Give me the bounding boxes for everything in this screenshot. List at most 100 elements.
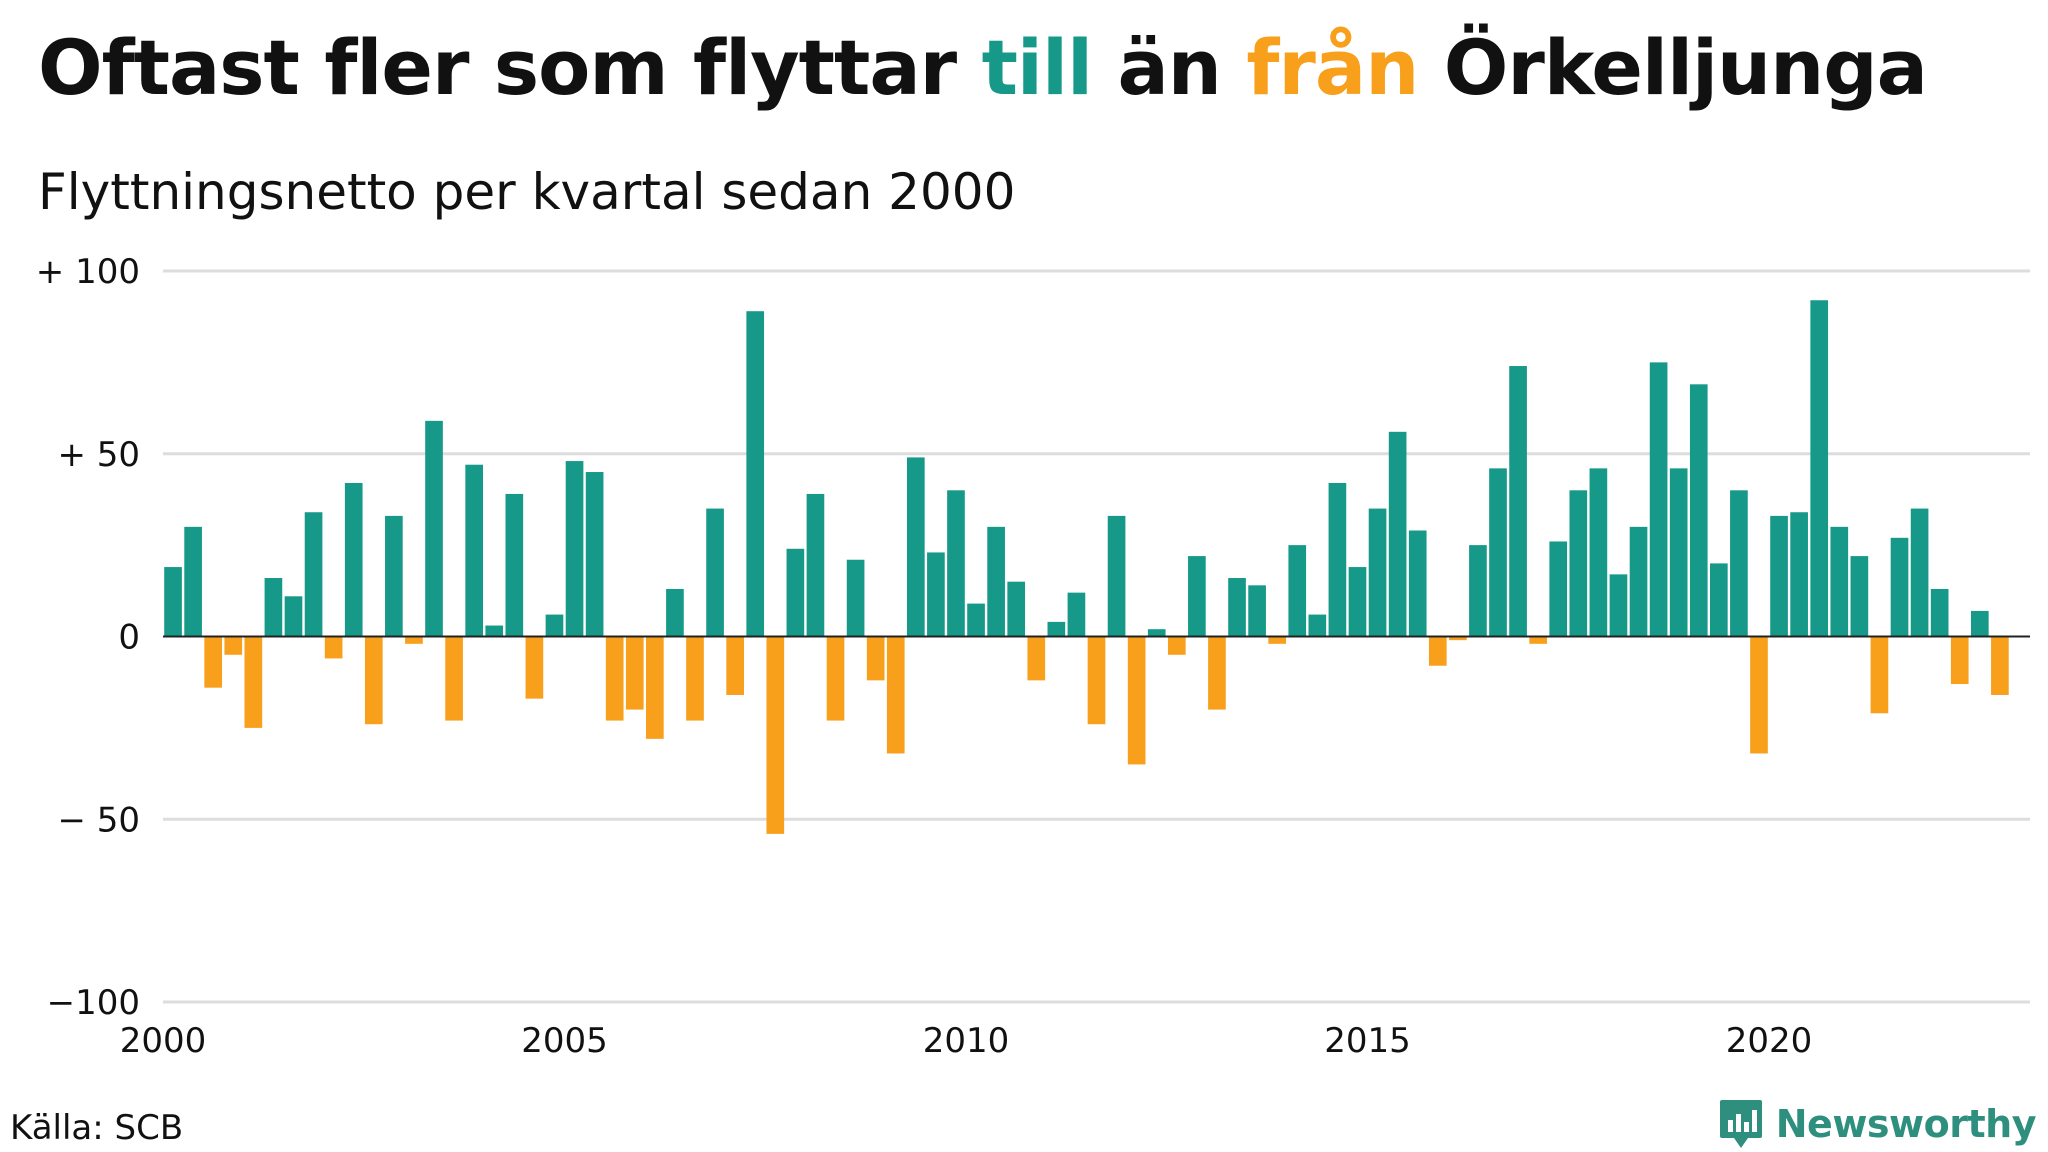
bar — [1087, 636, 1106, 725]
bar — [1288, 545, 1307, 637]
bar — [344, 482, 363, 637]
bar — [666, 588, 684, 637]
bar — [1348, 567, 1367, 637]
bar — [1509, 366, 1527, 637]
bar — [1850, 556, 1869, 637]
bar — [445, 636, 463, 721]
bar — [1449, 636, 1467, 641]
bar — [1167, 636, 1186, 655]
bar — [1629, 526, 1648, 637]
bar — [786, 548, 805, 637]
bar — [846, 559, 865, 637]
bar — [866, 636, 885, 681]
bar — [1489, 468, 1507, 637]
title-part2: än — [1092, 23, 1247, 112]
source-note: Källa: SCB — [10, 1108, 184, 1148]
bar — [1910, 508, 1929, 637]
bar — [184, 526, 202, 637]
bar — [1790, 512, 1808, 637]
bar — [1067, 592, 1086, 637]
bar — [465, 464, 483, 637]
bar — [1408, 530, 1427, 637]
bar — [927, 552, 945, 637]
bar — [1770, 515, 1788, 637]
bar — [826, 636, 845, 721]
x-tick-label: 2005 — [521, 1021, 608, 1061]
bar — [1730, 490, 1748, 637]
title-part1: Oftast fler som flyttar — [38, 23, 982, 112]
bar — [1188, 556, 1206, 637]
bar — [1549, 541, 1568, 637]
chart-subtitle: Flyttningsnetto per kvartal sedan 2000 — [38, 163, 1016, 221]
x-tick-label: 2020 — [1726, 1021, 1813, 1061]
bar — [1368, 508, 1387, 637]
brand-name: Newsworthy — [1775, 1102, 2037, 1146]
title-part3: Örkelljunga — [1418, 23, 1928, 112]
bar — [987, 526, 1005, 637]
y-tick-label: −100 — [47, 983, 140, 1023]
bar — [806, 493, 825, 637]
bar — [947, 490, 965, 637]
bar — [485, 625, 504, 637]
bar — [605, 636, 624, 721]
bar — [706, 508, 724, 637]
bar — [244, 636, 263, 728]
bar — [385, 515, 403, 637]
bar — [886, 636, 905, 754]
newsworthy-logo-icon — [1719, 1100, 1762, 1148]
y-tick-label: + 100 — [36, 252, 140, 292]
x-tick-label: 2015 — [1324, 1021, 1411, 1061]
title-highlight-fran: från — [1246, 23, 1419, 112]
bar — [1107, 515, 1126, 637]
bar — [1970, 610, 1989, 637]
bar — [565, 461, 584, 637]
bar — [1248, 585, 1266, 637]
bar — [1930, 588, 1949, 637]
bar — [1710, 563, 1728, 637]
bar — [324, 636, 343, 659]
bar — [1609, 574, 1628, 637]
bar — [1147, 629, 1166, 637]
bar — [1268, 636, 1287, 644]
bars — [164, 300, 2009, 834]
bar — [585, 472, 604, 637]
bar — [1308, 614, 1327, 637]
bar — [1830, 526, 1849, 637]
x-tick-label: 2010 — [923, 1021, 1010, 1061]
bar — [1991, 636, 2009, 695]
gridlines — [163, 269, 2030, 1004]
bar — [304, 512, 323, 637]
bar — [264, 578, 283, 637]
bar — [686, 636, 704, 721]
bar — [906, 457, 925, 637]
chart-title: Oftast fler som flyttar till än från Örk… — [38, 18, 1928, 118]
bar — [1589, 468, 1608, 637]
y-tick-label: − 50 — [57, 800, 140, 840]
bar — [545, 614, 564, 637]
bar — [224, 636, 243, 655]
bar — [1669, 468, 1688, 637]
bar — [1428, 636, 1447, 666]
bar — [1127, 636, 1146, 765]
bar — [1027, 636, 1046, 681]
y-tick-label: + 50 — [57, 435, 140, 475]
bar — [1870, 636, 1889, 714]
bar — [1047, 621, 1066, 637]
x-tick-label: 2000 — [120, 1021, 207, 1061]
bar — [1649, 362, 1668, 637]
bar — [726, 636, 744, 695]
bar — [284, 596, 303, 637]
bar — [164, 567, 182, 637]
bar — [967, 603, 985, 637]
title-highlight-till: till — [981, 23, 1093, 112]
bar — [1007, 581, 1026, 637]
bar — [625, 636, 644, 710]
bar — [1469, 545, 1487, 637]
bar — [1228, 578, 1246, 637]
bar — [204, 636, 223, 688]
bar — [1388, 431, 1407, 637]
bar — [646, 636, 664, 739]
bar — [766, 636, 785, 834]
bar — [1890, 537, 1909, 637]
